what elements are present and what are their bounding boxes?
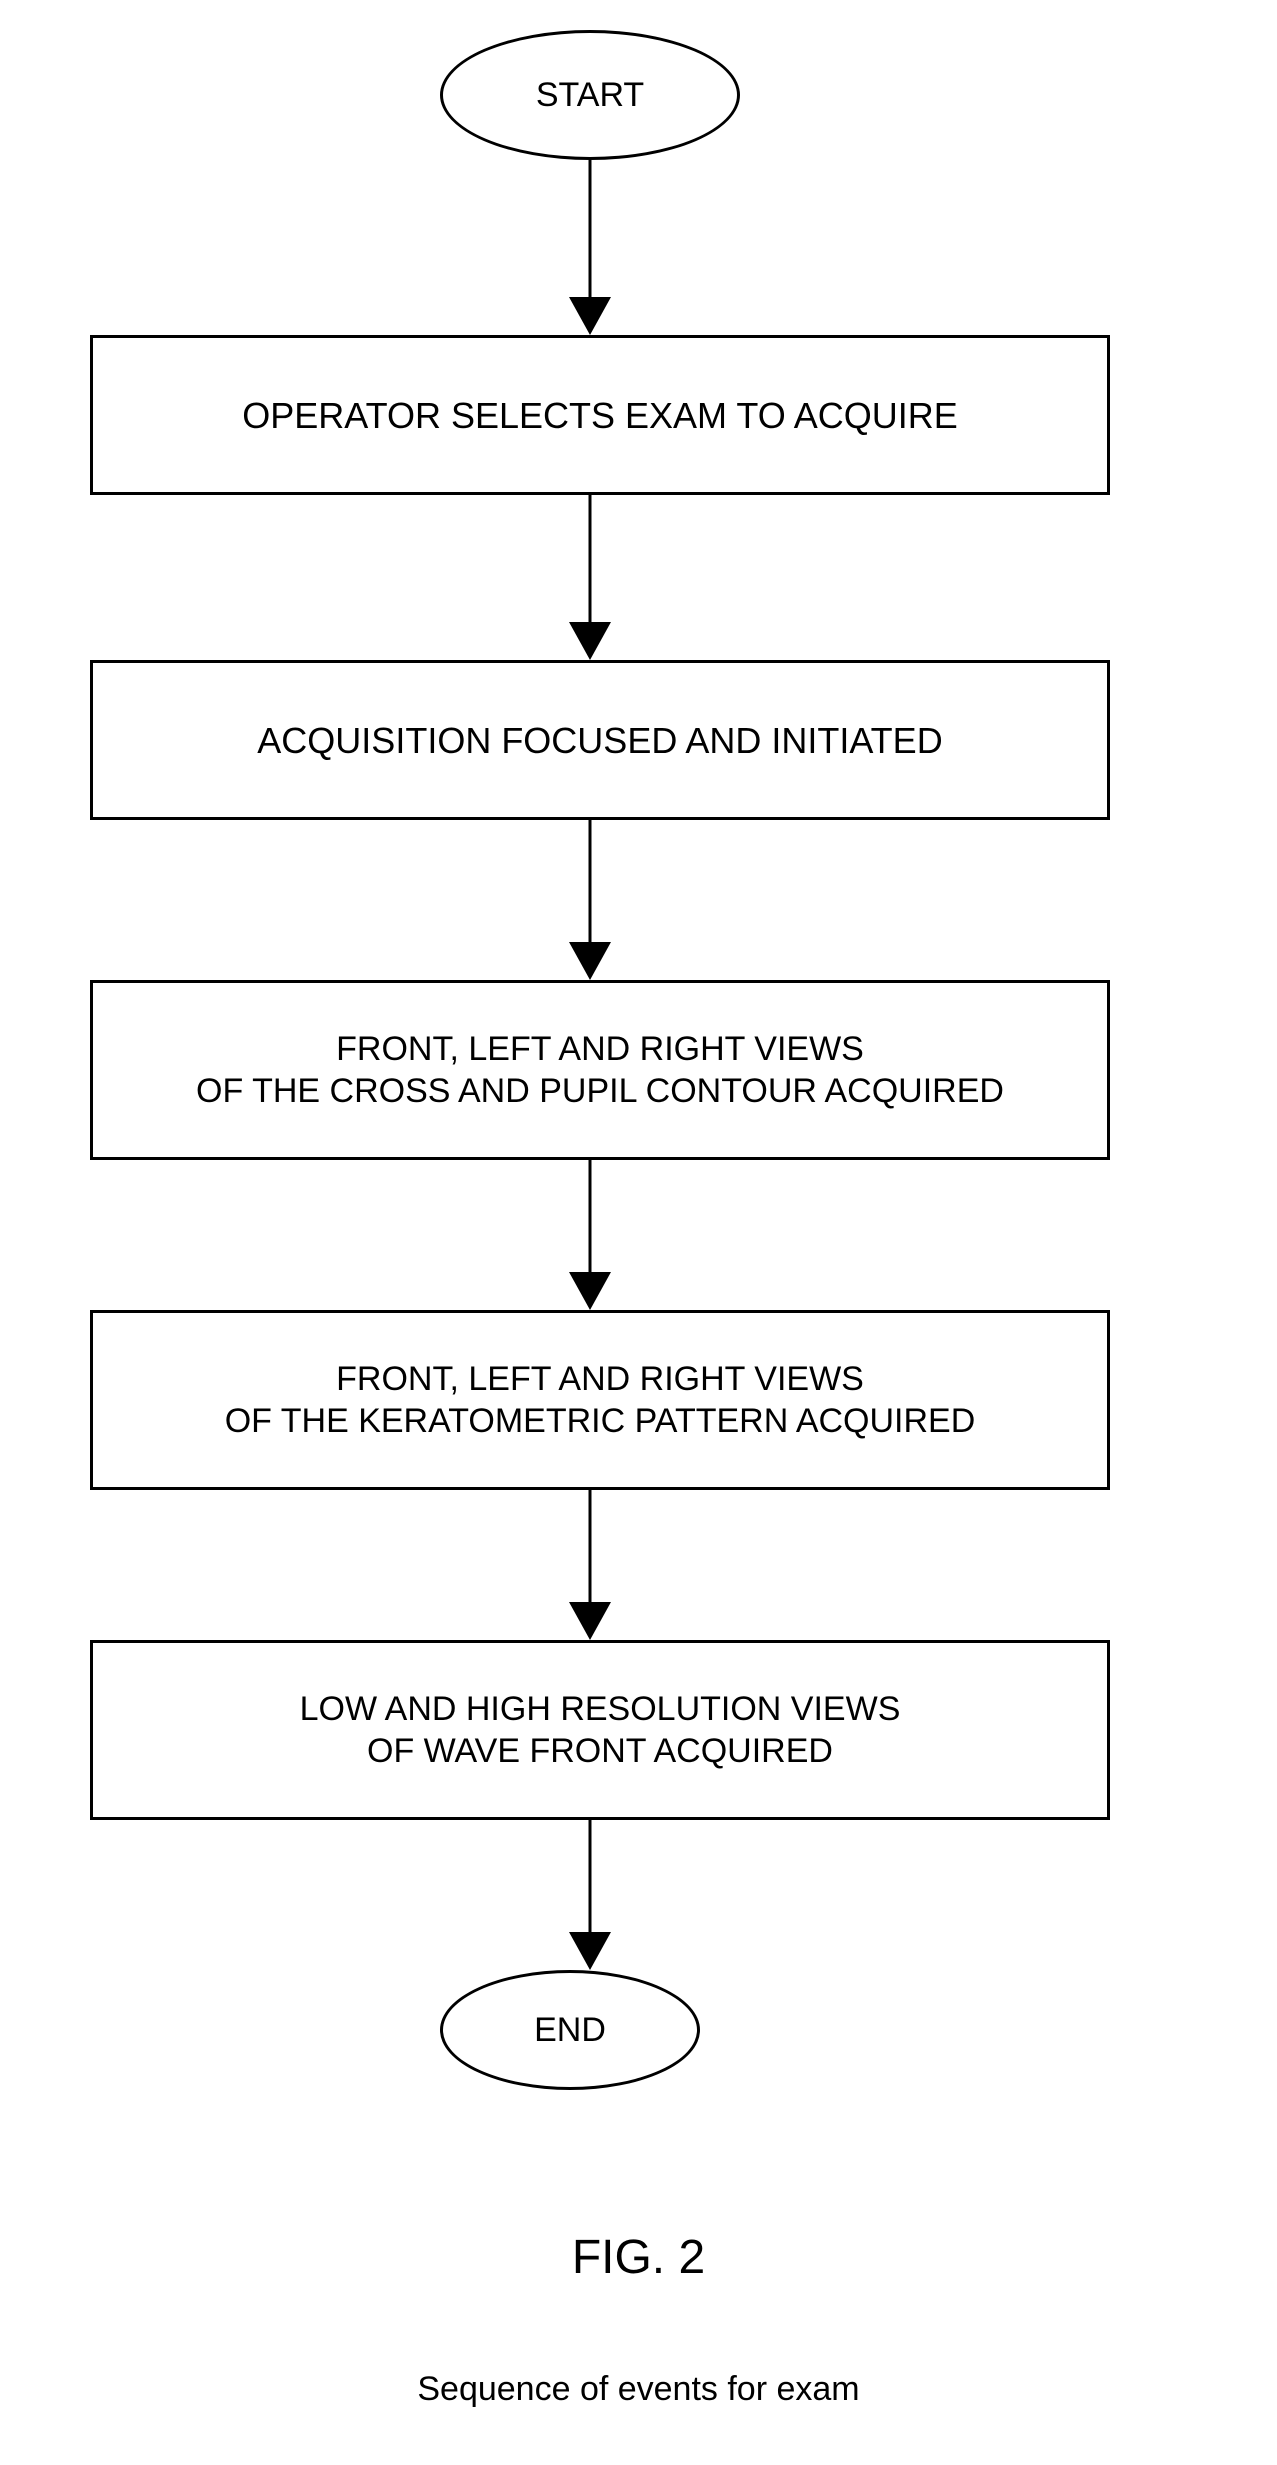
process-step-3-label: FRONT, LEFT AND RIGHT VIEWSOF THE CROSS … (196, 1028, 1004, 1113)
process-step-5: LOW AND HIGH RESOLUTION VIEWSOF WAVE FRO… (90, 1640, 1110, 1820)
terminal-start-label: START (536, 76, 644, 115)
process-step-1: OPERATOR SELECTS EXAM TO ACQUIRE (90, 335, 1110, 495)
flowchart-canvas: START OPERATOR SELECTS EXAM TO ACQUIRE A… (0, 0, 1277, 2465)
process-step-4: FRONT, LEFT AND RIGHT VIEWSOF THE KERATO… (90, 1310, 1110, 1490)
process-step-2: ACQUISITION FOCUSED AND INITIATED (90, 660, 1110, 820)
figure-caption: Sequence of events for exam (0, 2370, 1277, 2409)
terminal-end-label: END (534, 2011, 606, 2050)
process-step-5-label: LOW AND HIGH RESOLUTION VIEWSOF WAVE FRO… (300, 1688, 901, 1773)
figure-label-text: FIG. 2 (572, 2231, 705, 2284)
figure-caption-text: Sequence of events for exam (417, 2370, 859, 2408)
terminal-end: END (440, 1970, 700, 2090)
process-step-2-label: ACQUISITION FOCUSED AND INITIATED (257, 718, 942, 763)
process-step-3: FRONT, LEFT AND RIGHT VIEWSOF THE CROSS … (90, 980, 1110, 1160)
process-step-4-label: FRONT, LEFT AND RIGHT VIEWSOF THE KERATO… (225, 1358, 976, 1443)
terminal-start: START (440, 30, 740, 160)
figure-label: FIG. 2 (0, 2230, 1277, 2285)
process-step-1-label: OPERATOR SELECTS EXAM TO ACQUIRE (242, 393, 958, 438)
